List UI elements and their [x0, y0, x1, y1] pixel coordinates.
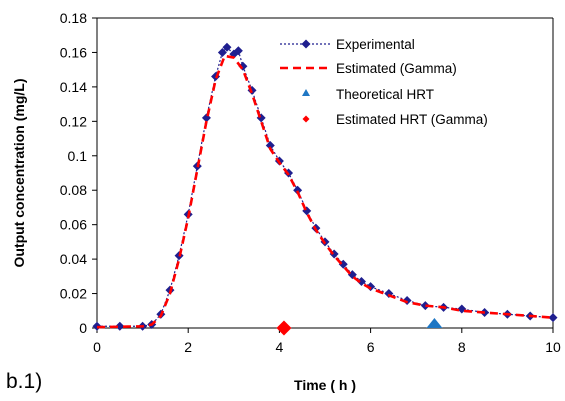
- x-axis-title: Time ( h ): [294, 377, 356, 393]
- legend: Experimental Estimated (Gamma) Theoretical…: [280, 37, 488, 127]
- experimental-point: [366, 282, 376, 292]
- panel-label: b.1): [6, 370, 42, 393]
- experimental-point: [233, 46, 243, 56]
- y-tick-label: 0.04: [60, 251, 87, 267]
- y-tick-label: 0.06: [60, 217, 87, 233]
- experimental-point: [115, 321, 125, 331]
- legend-label: Estimated (Gamma): [336, 61, 457, 76]
- experimental-point: [222, 42, 232, 52]
- y-tick-label: 0.12: [60, 113, 87, 129]
- axes: [96, 17, 554, 329]
- experimental-point: [217, 47, 227, 57]
- legend-marker-experimental: [301, 39, 311, 49]
- experimental-line: [97, 46, 554, 327]
- experimental-point: [420, 301, 430, 311]
- experimental-point: [201, 113, 211, 123]
- legend-marker-theoretical: [302, 89, 310, 96]
- y-tick-label: 0.08: [60, 182, 87, 198]
- estimated-hrt-marker: [276, 320, 292, 336]
- y-axis-title: Output concentration (mg/L): [11, 79, 27, 268]
- legend-label: Estimated HRT (Gamma): [336, 112, 488, 127]
- x-tick-label: 0: [93, 339, 101, 355]
- y-tick-label: 0: [79, 320, 87, 336]
- legend-marker-estimated-hrt: [302, 115, 310, 123]
- x-tick-label: 6: [367, 339, 375, 355]
- legend-label: Experimental: [336, 37, 415, 52]
- series: [92, 42, 558, 336]
- legend-label: Theoretical HRT: [336, 87, 434, 102]
- x-tick-label: 4: [276, 339, 284, 355]
- experimental-point: [265, 140, 275, 150]
- x-tick-label: 10: [545, 339, 561, 355]
- y-tick-label: 0.16: [60, 44, 87, 60]
- x-tick-label: 2: [184, 339, 192, 355]
- x-tick-label: 8: [458, 339, 466, 355]
- theoretical-hrt-marker: [426, 318, 443, 328]
- experimental-point: [293, 185, 303, 195]
- tick-labels: 0 2 4 6 8 10 0 0.02 0.04 0.06 0.08 0.1 0.12 0.14 0.16 0…: [60, 10, 561, 355]
- experimental-point: [548, 313, 558, 323]
- y-tick-label: 0.02: [60, 286, 87, 302]
- experimental-point: [356, 277, 366, 286]
- y-tick-label: 0.18: [60, 10, 87, 26]
- y-tick-label: 0.14: [60, 79, 87, 95]
- gamma-line: [96, 54, 554, 329]
- y-tick-label: 0.1: [68, 148, 88, 164]
